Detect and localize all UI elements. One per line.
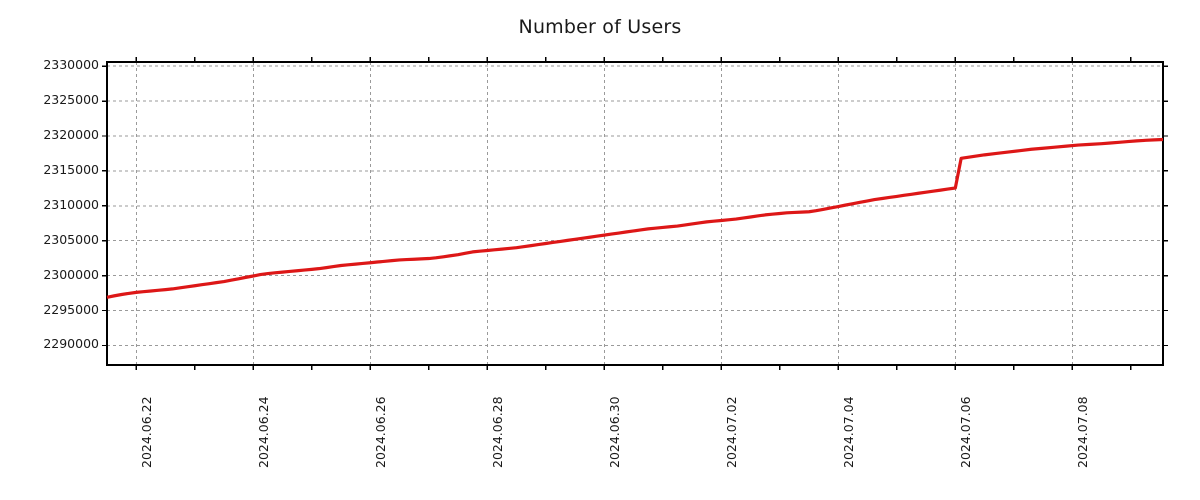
x-axis-tick-label: 2024.06.30 bbox=[607, 396, 623, 468]
x-axis-tick-label: 2024.07.02 bbox=[724, 396, 740, 468]
y-axis-tick-label: 2305000 bbox=[43, 231, 99, 247]
data-series-number-of-users bbox=[106, 137, 1164, 299]
y-axis-tick-label: 2310000 bbox=[43, 196, 99, 212]
grid-lines bbox=[107, 62, 1163, 365]
x-axis-tick-label: 2024.06.22 bbox=[139, 396, 155, 468]
y-axis-tick-label: 2320000 bbox=[43, 127, 99, 142]
axis-ticks bbox=[102, 57, 1168, 370]
y-axis-tick-label: 2315000 bbox=[43, 161, 99, 177]
chart-title: Number of Users bbox=[518, 16, 682, 38]
x-axis-tick-label: 2024.07.08 bbox=[1075, 396, 1091, 468]
y-axis-tick-label: 2330000 bbox=[43, 57, 99, 73]
y-axis-tick-label: 2300000 bbox=[43, 266, 99, 282]
x-axis-tick-label: 2024.06.26 bbox=[373, 396, 389, 468]
x-axis-tick-label: 2024.06.28 bbox=[490, 396, 506, 468]
plot-frame bbox=[106, 61, 1164, 366]
x-axis-tick-label: 2024.07.06 bbox=[958, 396, 974, 468]
y-axis-tick-label: 2290000 bbox=[43, 336, 99, 352]
x-axis-tick-label: 2024.06.24 bbox=[256, 396, 272, 468]
x-axis-tick-label: 2024.07.04 bbox=[841, 396, 857, 468]
y-axis-tick-label: 2325000 bbox=[43, 92, 99, 108]
y-axis-tick-label: 2295000 bbox=[43, 301, 99, 317]
